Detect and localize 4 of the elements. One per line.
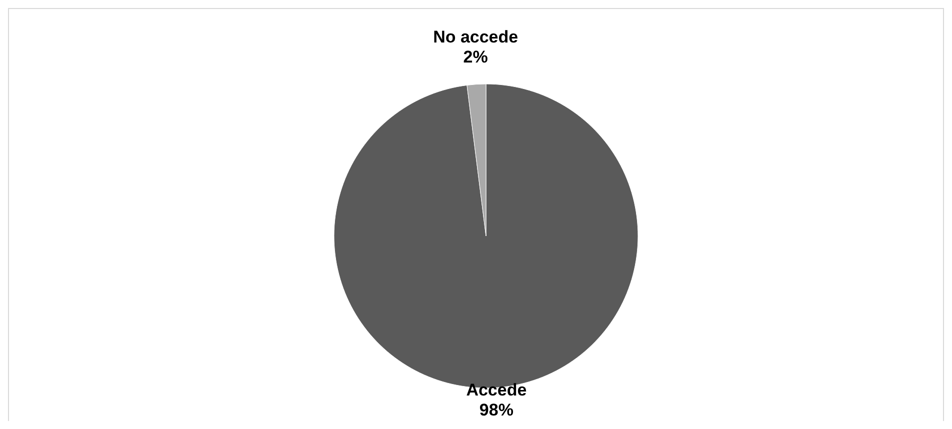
data-label: 2% xyxy=(463,47,488,66)
data-label: 98% xyxy=(479,400,514,420)
slice-label: Accede xyxy=(466,380,527,400)
slice-label: No accede xyxy=(433,27,518,46)
